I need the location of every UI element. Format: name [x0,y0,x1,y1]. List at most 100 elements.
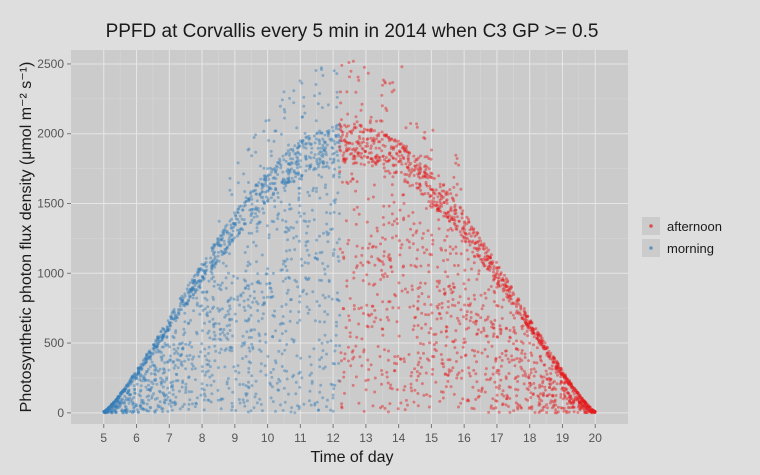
morning-point [286,168,290,171]
afternoon-point [410,170,414,174]
afternoon-point [468,319,472,323]
afternoon-point [391,163,395,167]
afternoon-point [414,157,418,161]
morning-point [243,222,247,226]
afternoon-point [412,324,416,328]
morning-point [159,329,163,333]
morning-point [332,69,336,73]
morning-point [116,397,120,401]
afternoon-point [460,376,463,380]
morning-point [269,295,272,299]
morning-point [258,220,262,224]
afternoon-point [503,273,506,277]
afternoon-point [378,355,382,358]
afternoon-point [366,128,370,132]
morning-point [228,346,232,349]
morning-point [141,364,145,368]
morning-point [205,363,209,366]
afternoon-point [593,410,597,414]
morning-point [269,154,273,158]
afternoon-point [527,406,531,410]
afternoon-point [386,410,390,414]
afternoon-point [437,218,441,222]
morning-point [333,201,337,205]
morning-point [124,387,128,391]
afternoon-point [523,356,527,359]
afternoon-point [413,264,417,268]
afternoon-point [472,230,476,234]
afternoon-point [340,402,344,406]
morning-point [249,361,253,365]
morning-point [149,351,152,355]
morning-point [227,237,231,241]
afternoon-point [382,223,386,227]
morning-point [231,334,234,338]
afternoon-point [578,408,582,412]
afternoon-point [459,401,463,405]
afternoon-point [393,369,397,373]
afternoon-point [423,155,427,159]
morning-point [304,169,308,173]
morning-point [258,193,262,197]
morning-point [161,335,165,339]
morning-point [151,347,155,351]
afternoon-point [540,336,544,340]
afternoon-point [412,400,416,404]
morning-point [316,258,320,261]
morning-point [256,206,260,210]
morning-point [332,160,336,164]
morning-point [139,368,143,372]
afternoon-point [512,328,516,332]
morning-point [329,408,333,412]
afternoon-point [545,394,549,398]
afternoon-point [398,150,402,154]
afternoon-point [371,304,375,308]
morning-point [292,101,296,105]
morning-point [234,369,237,373]
afternoon-point [454,245,458,249]
morning-point [321,74,325,77]
afternoon-point [588,409,592,413]
afternoon-point [506,285,510,289]
morning-point [327,231,331,235]
morning-point [320,153,324,157]
morning-point [228,348,232,352]
afternoon-point [446,228,450,232]
afternoon-point [342,370,346,374]
afternoon-point [341,251,345,254]
morning-point [271,176,275,180]
morning-point [246,264,250,268]
data-points [102,59,597,415]
morning-point [314,252,318,255]
morning-point [106,410,110,414]
morning-point [273,205,277,209]
morning-point [238,303,241,307]
morning-point [231,405,234,409]
morning-point [307,219,311,223]
afternoon-point [387,137,391,141]
morning-point [110,411,114,415]
morning-point [106,409,110,413]
afternoon-point [589,409,593,413]
afternoon-point [357,322,361,326]
morning-point [249,329,253,333]
morning-point [130,375,134,378]
morning-point [170,317,174,321]
morning-point [230,193,234,197]
morning-point [332,210,336,214]
afternoon-point [583,401,587,405]
morning-point [238,401,242,405]
afternoon-point [515,339,518,343]
afternoon-point [516,302,520,306]
afternoon-point [417,172,421,175]
morning-point [208,375,212,379]
morning-point [323,320,326,324]
afternoon-point [542,391,546,395]
afternoon-point [348,130,352,133]
afternoon-point [553,411,557,415]
afternoon-point [453,219,457,222]
morning-point [200,342,204,346]
morning-point [228,307,232,311]
afternoon-point [565,411,569,415]
afternoon-point [405,165,409,169]
